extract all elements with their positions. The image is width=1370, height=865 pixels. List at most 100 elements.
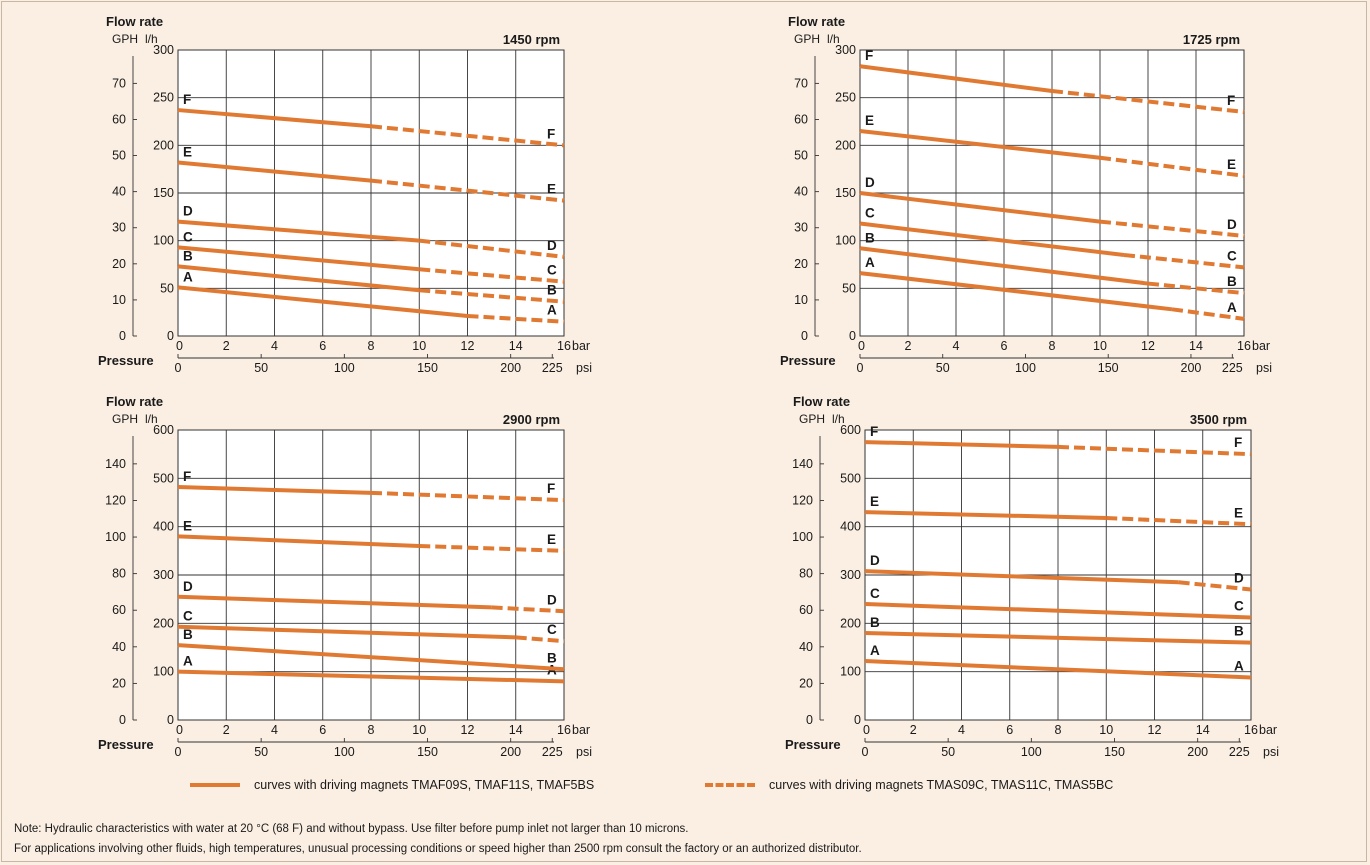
curve-F-solid — [177, 485, 372, 495]
psi-tick-label: 150 — [1104, 745, 1125, 759]
psi-tick-label: 100 — [1021, 745, 1042, 759]
curve-F-dashed — [370, 124, 565, 148]
lh-tick-label: 50 — [842, 281, 856, 295]
curve-A-solid — [864, 659, 1252, 680]
rpm-title: 3500 rpm — [1190, 412, 1247, 427]
lh-tick-label: 0 — [854, 713, 861, 727]
lh-unit-label: l/h — [145, 412, 158, 426]
gph-tick-label: 60 — [112, 112, 126, 126]
gph-tick-label: 80 — [799, 567, 813, 581]
gph-tick-label: 0 — [801, 329, 808, 343]
bar-tick-label: 2 — [223, 723, 230, 737]
curve-label-end: B — [1234, 624, 1244, 639]
bar-tick-label: 14 — [509, 339, 523, 353]
curve-A-solid — [177, 669, 565, 684]
bar-unit-label: bar — [1252, 339, 1270, 353]
lh-tick-label: 200 — [835, 138, 856, 152]
curve-label-end: C — [1234, 599, 1244, 614]
bar-tick-label: 16 — [557, 339, 571, 353]
gph-tick-label: 120 — [792, 493, 813, 507]
psi-tick-label: 100 — [1015, 361, 1036, 375]
gph-tick-label: 60 — [799, 603, 813, 617]
bar-tick-label: 12 — [461, 723, 475, 737]
curve-label-end: C — [1227, 248, 1237, 263]
curve-D-dashed — [1099, 219, 1245, 238]
curve-C-solid — [864, 602, 1252, 620]
lh-tick-label: 300 — [153, 568, 174, 582]
curve-F-dashed — [370, 490, 565, 503]
bar-tick-label: 6 — [1001, 339, 1008, 353]
flow-rate-title: Flow rate — [788, 14, 845, 29]
rpm-title: 1725 rpm — [1183, 32, 1240, 47]
curve-label-end: B — [547, 283, 557, 298]
lh-tick-label: 300 — [153, 43, 174, 57]
curve-label-end: D — [1227, 217, 1237, 232]
gph-tick-label: 100 — [105, 530, 126, 544]
lh-unit-label: l/h — [827, 32, 840, 46]
gph-tick-label: 20 — [799, 676, 813, 690]
note-line-2: For applications involving other fluids,… — [14, 843, 862, 855]
curve-F-solid — [859, 64, 1053, 93]
psi-unit-label: psi — [576, 745, 592, 759]
bar-tick-label: 6 — [319, 723, 326, 737]
legend-solid-label: curves with driving magnets TMAF09S, TMA… — [254, 778, 595, 792]
curve-label-start: F — [865, 48, 873, 63]
psi-tick-label: 225 — [542, 361, 563, 375]
bar-tick-label: 8 — [368, 723, 375, 737]
curve-C-dashed — [1123, 252, 1245, 270]
psi-tick-label: 0 — [862, 745, 869, 759]
curve-C-dashed — [515, 635, 565, 644]
curve-label-start: A — [865, 255, 875, 270]
curve-label-start: A — [183, 654, 193, 669]
curve-label-end: E — [1227, 157, 1236, 172]
lh-tick-label: 600 — [840, 423, 861, 437]
lh-tick-label: 200 — [153, 616, 174, 630]
curve-label-start: E — [870, 494, 879, 509]
curve-F-dashed — [1051, 89, 1245, 114]
curve-label-end: F — [547, 481, 555, 496]
bar-tick-label: 4 — [953, 339, 960, 353]
lh-tick-label: 250 — [153, 91, 174, 105]
gph-tick-label: 60 — [112, 603, 126, 617]
bar-tick-label: 16 — [557, 723, 571, 737]
gph-unit-label: GPH — [112, 32, 138, 46]
lh-tick-label: 200 — [840, 616, 861, 630]
curve-E-dashed — [370, 178, 565, 203]
lh-tick-label: 0 — [167, 329, 174, 343]
psi-tick-label: 200 — [500, 361, 521, 375]
curve-label-start: E — [183, 144, 192, 159]
bar-tick-label: 10 — [1093, 339, 1107, 353]
pressure-title: Pressure — [785, 737, 841, 752]
gph-tick-label: 10 — [112, 293, 126, 307]
gph-tick-label: 40 — [799, 640, 813, 654]
flow-rate-title: Flow rate — [793, 394, 850, 409]
lh-tick-label: 0 — [849, 329, 856, 343]
bar-tick-label: 0 — [176, 723, 183, 737]
lh-unit-label: l/h — [832, 412, 845, 426]
curve-D-dashed — [1178, 580, 1252, 592]
flow-rate-title: Flow rate — [106, 394, 163, 409]
bar-tick-label: 4 — [271, 339, 278, 353]
curve-B-solid — [177, 643, 565, 672]
curve-B-dashed — [1147, 281, 1245, 296]
lh-unit-label: l/h — [145, 32, 158, 46]
bar-tick-label: 6 — [319, 339, 326, 353]
bar-tick-label: 2 — [905, 339, 912, 353]
lh-tick-label: 150 — [153, 186, 174, 200]
lh-tick-label: 500 — [840, 471, 861, 485]
gph-tick-label: 100 — [792, 530, 813, 544]
note-line-1: Note: Hydraulic characteristics with wat… — [14, 823, 689, 835]
bar-tick-label: 8 — [1049, 339, 1056, 353]
bar-tick-label: 10 — [412, 723, 426, 737]
curve-D-dashed — [491, 605, 565, 614]
curve-label-end: E — [547, 532, 556, 547]
bar-tick-label: 2 — [223, 339, 230, 353]
curve-label-start: D — [183, 579, 193, 594]
curve-A-dashed — [1171, 307, 1245, 321]
gph-tick-label: 10 — [794, 293, 808, 307]
curve-label-start: C — [183, 229, 193, 244]
lh-tick-label: 400 — [840, 520, 861, 534]
curve-C-solid — [177, 624, 516, 640]
